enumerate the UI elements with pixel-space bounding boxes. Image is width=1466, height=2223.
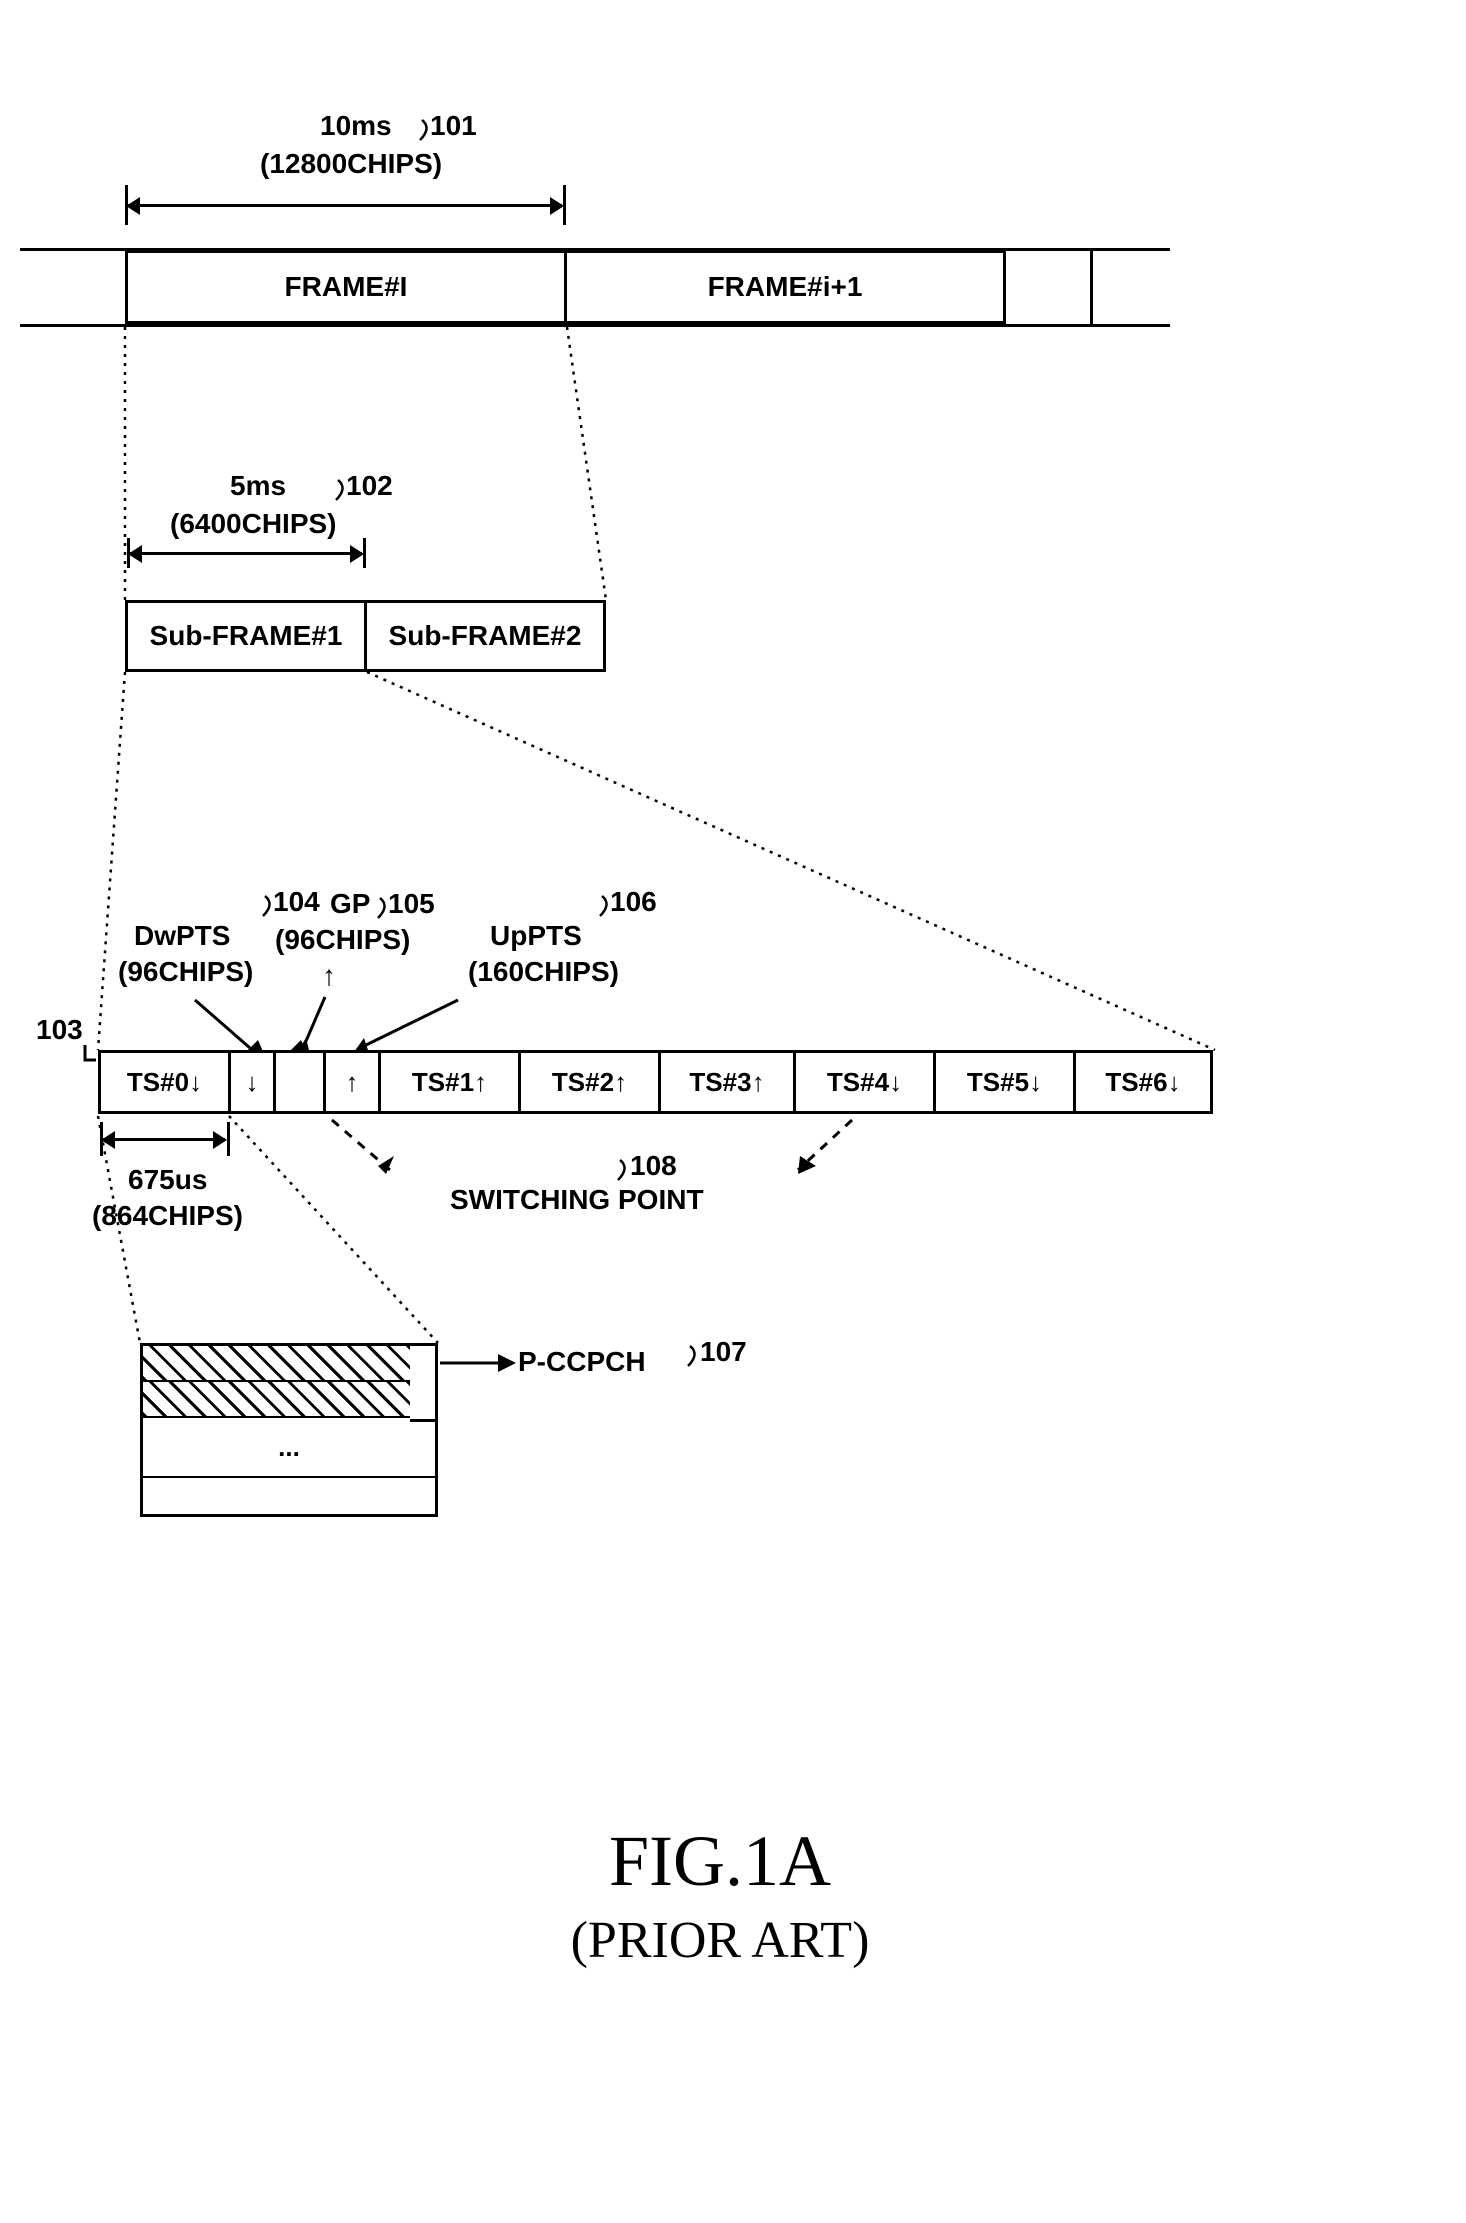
timeslot-cell: TS#0↓ (98, 1050, 228, 1114)
ts-duration-us: 675us (128, 1164, 207, 1196)
frame-duration-ms: 10ms (320, 110, 392, 141)
ts-span-arrow (103, 1138, 225, 1141)
pccpch-stub1 (410, 1343, 438, 1385)
ref-104: 104 (273, 886, 320, 918)
timeslot-cell: TS#3↑ (658, 1050, 793, 1114)
frame-diagram: 10ms 101 (12800CHIPS) FRAME#I FRAME#i+1 … (20, 40, 1420, 2140)
figure-title: FIG.1A (PRIOR ART) (20, 1820, 1420, 1970)
dwpts-chips: (96CHIPS) (118, 956, 253, 988)
subframe-1: Sub-FRAME#1 (125, 600, 367, 672)
uppts-label: UpPTS (490, 920, 582, 952)
ref-107: 107 (700, 1336, 747, 1368)
timeslot-cell: TS#6↓ (1073, 1050, 1213, 1114)
pccpch-row-hatch (143, 1382, 435, 1418)
subframe-duration-ms: 5ms (230, 470, 286, 502)
gp-label: GP (330, 888, 370, 920)
subframe-span-arrow (130, 552, 362, 555)
timeslot-cell: ↑ (323, 1050, 378, 1114)
pccpch-row-empty (143, 1478, 435, 1514)
subframe-chips-label: (6400CHIPS) (170, 508, 337, 540)
switching-point-label: SWITCHING POINT (450, 1184, 704, 1216)
pccpch-block: ... (140, 1343, 438, 1517)
frame-chips-label: (12800CHIPS) (260, 148, 442, 180)
ref-101: 101 (430, 110, 477, 142)
dwpts-label: DwPTS (134, 920, 230, 952)
pccpch-stub2 (410, 1380, 438, 1422)
ref-103: 103 (36, 1014, 83, 1046)
ref-106: 106 (610, 886, 657, 918)
ref-102: 102 (346, 470, 393, 502)
timeslot-cell: ↓ (228, 1050, 273, 1114)
ts-duration-chips: (864CHIPS) (92, 1200, 243, 1232)
frame-i1: FRAME#i+1 (564, 250, 1006, 324)
frame-i: FRAME#I (125, 250, 567, 324)
ref-108: 108 (630, 1150, 677, 1182)
frame-duration-label: 10ms (320, 110, 392, 142)
subframe-2: Sub-FRAME#2 (364, 600, 606, 672)
gp-chips: (96CHIPS) (275, 924, 410, 956)
timeslot-cell: TS#4↓ (793, 1050, 933, 1114)
pccpch-label: P-CCPCH (518, 1346, 646, 1378)
timeslot-cell: TS#1↑ (378, 1050, 518, 1114)
uppts-chips: (160CHIPS) (468, 956, 619, 988)
timeslot-cell: TS#5↓ (933, 1050, 1073, 1114)
timeslot-cell (273, 1050, 323, 1114)
pccpch-row-hatch (143, 1346, 435, 1382)
frame-span-arrow (128, 204, 562, 207)
ref-105: 105 (388, 888, 435, 920)
pccpch-ellipsis: ... (143, 1418, 435, 1478)
timeslot-cell: TS#2↑ (518, 1050, 658, 1114)
timeslot-row: TS#0↓↓ ↑TS#1↑TS#2↑TS#3↑TS#4↓TS#5↓TS#6↓ (98, 1050, 1213, 1114)
